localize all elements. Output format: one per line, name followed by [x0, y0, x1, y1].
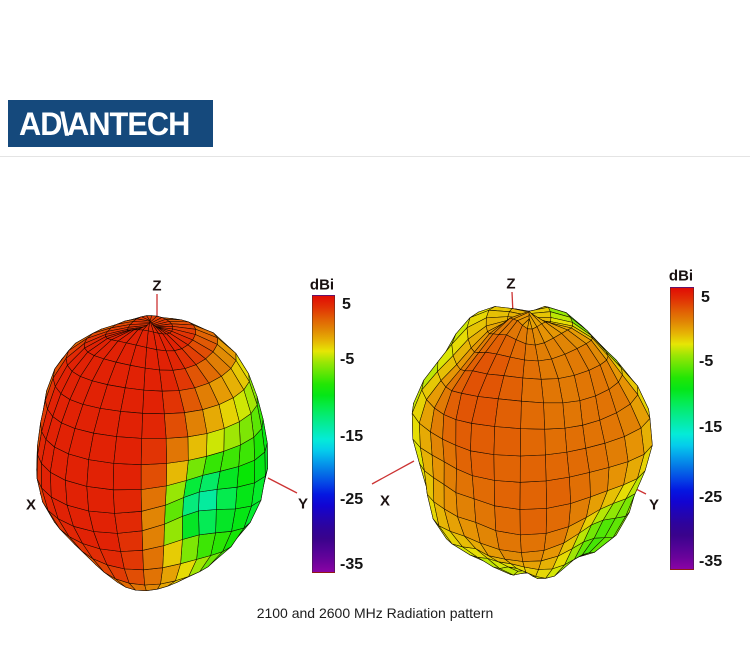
- surface-mesh-face: [112, 489, 142, 514]
- surface-mesh-face: [493, 454, 521, 483]
- surface-mesh-face: [112, 463, 142, 491]
- surface-mesh-face: [142, 389, 165, 415]
- surface-mesh-face: [564, 424, 586, 453]
- surface-mesh-face: [543, 402, 566, 430]
- surface-mesh-face: [198, 489, 218, 512]
- surface-mesh-face: [470, 423, 495, 455]
- colorbar-tick: -25: [340, 491, 364, 508]
- axis-label-x-right: X: [379, 492, 391, 510]
- advantech-logo: AD\ANTECH: [8, 100, 213, 147]
- colorbar-tick: -15: [699, 419, 723, 436]
- colorbar-gradient-left: [312, 295, 335, 573]
- surface-mesh-face: [86, 486, 115, 514]
- brand-v-glyph: \: [60, 105, 70, 142]
- surface-mesh-face: [585, 442, 610, 473]
- surface-mesh-face: [141, 413, 167, 439]
- colorbar-tick: 5: [342, 296, 351, 313]
- surface-mesh-face: [216, 486, 238, 510]
- surface-mesh-face: [117, 530, 143, 552]
- surface-mesh-face: [522, 359, 542, 380]
- logo-wordmark: AD\ANTECH: [19, 105, 190, 142]
- surface-mesh-face: [545, 476, 571, 509]
- surface-mesh-face: [165, 436, 189, 464]
- surface-mesh-face: [143, 367, 163, 392]
- surface-mesh-face: [140, 463, 167, 490]
- colorbar-tick: -25: [699, 489, 723, 506]
- surface-mesh-face: [88, 510, 118, 534]
- surface-mesh-face: [143, 567, 163, 586]
- axis-label-z-right: Z: [506, 275, 516, 293]
- surface-mesh-face: [519, 508, 547, 536]
- surface-mesh-face: [494, 505, 521, 536]
- brand-part-1: AD: [19, 105, 62, 142]
- surface-mesh-face: [455, 419, 472, 452]
- surface-mesh-face: [140, 438, 167, 465]
- surface-mesh-face: [521, 377, 544, 404]
- colorbar-tick: 5: [701, 289, 710, 306]
- axis-label-y-left: Y: [297, 495, 309, 513]
- colorbar-title-left: dBi: [309, 276, 335, 294]
- surface-mesh-face: [187, 433, 208, 461]
- surface-mesh-face: [493, 426, 521, 457]
- surface-mesh-face: [519, 454, 547, 483]
- surface-mesh-face: [86, 459, 115, 491]
- figure-caption: 2100 and 2600 MHz Radiation pattern: [256, 605, 494, 621]
- colorbar-tick: -35: [699, 553, 723, 570]
- surface-mesh-face: [494, 480, 521, 510]
- surface-mesh-face: [520, 400, 545, 430]
- axis-line: [371, 460, 415, 485]
- surface-mesh-face: [562, 400, 583, 429]
- surface-mesh-face: [494, 398, 522, 429]
- surface-mesh-face: [545, 451, 570, 482]
- axis-label-x-left: X: [25, 496, 37, 514]
- surface-mesh-face: [470, 450, 495, 481]
- surface-mesh-face: [520, 533, 547, 553]
- surface-mesh-face: [184, 409, 208, 438]
- colorbar-tick: -5: [340, 351, 355, 368]
- surface-mesh-face: [520, 428, 546, 457]
- axis-label-y-right: Y: [648, 496, 660, 514]
- colorbar-tick: -35: [340, 556, 364, 573]
- surface-mesh-face: [198, 509, 217, 536]
- surface-mesh-face: [519, 480, 547, 510]
- colorbar-tick: -5: [699, 353, 714, 370]
- surface-mesh-face: [120, 550, 144, 571]
- brand-part-2: ANTECH: [67, 105, 190, 142]
- surface-mesh-face: [164, 412, 189, 439]
- surface-mesh-face: [566, 447, 590, 478]
- colorbar-title-right: dBi: [668, 267, 694, 285]
- surface-mesh-face: [116, 411, 143, 439]
- colorbar-tick: -15: [340, 428, 364, 445]
- surface-mesh-face: [544, 427, 568, 456]
- surface-mesh-face: [113, 436, 142, 465]
- colorbar-gradient-right: [670, 287, 694, 570]
- header-divider: [0, 156, 750, 157]
- surface-mesh-face: [114, 511, 143, 534]
- axis-label-z-left: Z: [152, 277, 162, 295]
- surface-mesh-face: [88, 432, 117, 464]
- axis-line: [267, 477, 298, 494]
